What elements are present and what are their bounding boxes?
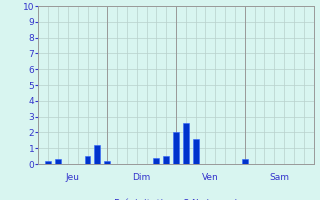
Bar (94, 145, 100, 164)
Text: Jeu: Jeu (66, 173, 80, 182)
Text: Sam: Sam (269, 173, 289, 182)
Bar (45, 161, 51, 164)
Bar (163, 156, 169, 164)
Text: Ven: Ven (202, 173, 219, 182)
Bar (84, 156, 91, 164)
Bar (55, 159, 61, 164)
Bar (104, 161, 110, 164)
Bar (173, 132, 179, 164)
Text: Dim: Dim (132, 173, 151, 182)
Bar (193, 139, 199, 164)
Bar (153, 158, 159, 164)
Bar (183, 123, 189, 164)
Text: Précipitations 24h ( mm ): Précipitations 24h ( mm ) (114, 199, 238, 200)
Bar (242, 159, 248, 164)
